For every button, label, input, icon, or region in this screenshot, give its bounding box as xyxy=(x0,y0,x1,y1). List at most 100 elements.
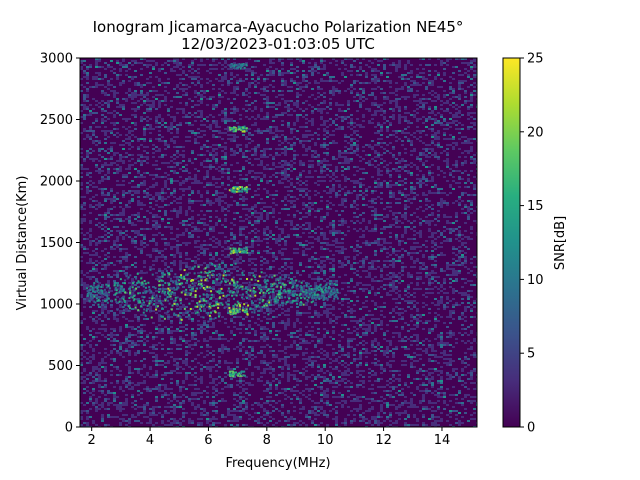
heatmap-cell xyxy=(134,308,137,310)
heatmap-cell xyxy=(188,284,191,286)
heatmap-cell xyxy=(281,174,284,176)
heatmap-cell xyxy=(239,386,242,388)
heatmap-cell xyxy=(161,338,164,340)
heatmap-cell xyxy=(134,256,137,258)
heatmap-cell xyxy=(200,424,203,426)
heatmap-cell xyxy=(101,362,104,364)
heatmap-cell xyxy=(284,324,287,326)
heatmap-cell xyxy=(158,406,161,408)
heatmap-cell xyxy=(290,224,293,226)
heatmap-cell xyxy=(257,82,260,84)
heatmap-cell xyxy=(260,180,263,182)
heatmap-cell xyxy=(287,324,290,326)
heatmap-cell xyxy=(158,70,161,72)
heatmap-cell xyxy=(212,276,215,278)
heatmap-cell xyxy=(251,78,254,80)
heatmap-cell xyxy=(134,246,137,248)
heatmap-cell xyxy=(107,98,110,100)
heatmap-cell xyxy=(272,126,275,128)
heatmap-cell xyxy=(221,132,224,134)
heatmap-cell xyxy=(86,170,89,172)
heatmap-cell xyxy=(254,194,257,196)
heatmap-cell xyxy=(275,104,278,106)
heatmap-cell xyxy=(134,362,137,364)
heatmap-cell xyxy=(287,142,290,144)
heatmap-cell xyxy=(191,106,194,108)
heatmap-cell xyxy=(80,342,83,344)
heatmap-cell xyxy=(278,272,281,274)
heatmap-cell xyxy=(260,276,263,278)
heatmap-cell xyxy=(167,330,170,332)
heatmap-cell xyxy=(122,212,125,214)
heatmap-cell xyxy=(212,226,215,228)
heatmap-cell xyxy=(161,220,164,222)
heatmap-cell xyxy=(194,278,197,280)
heatmap-cell xyxy=(122,140,125,142)
heatmap-cell xyxy=(284,72,287,74)
heatmap-cell xyxy=(305,240,308,242)
heatmap-cell xyxy=(203,252,206,254)
heatmap-cell xyxy=(245,404,248,406)
heatmap-cell xyxy=(239,262,242,264)
heatmap-cell xyxy=(83,160,86,162)
heatmap-cell xyxy=(107,280,110,282)
heatmap-cell xyxy=(245,398,248,400)
heatmap-cell xyxy=(119,344,122,346)
heatmap-cell xyxy=(185,180,188,182)
heatmap-cell xyxy=(146,318,149,320)
heatmap-cell xyxy=(122,66,125,68)
heatmap-cell xyxy=(296,130,299,132)
heatmap-cell xyxy=(206,414,209,416)
heatmap-cell xyxy=(203,134,206,136)
heatmap-cell xyxy=(212,230,215,232)
heatmap-cell xyxy=(302,342,305,344)
heatmap-cell xyxy=(146,336,149,338)
heatmap-cell xyxy=(263,118,266,120)
heatmap-cell xyxy=(215,190,218,192)
heatmap-cell xyxy=(113,334,116,336)
heatmap-cell xyxy=(266,212,269,214)
heatmap-cell xyxy=(281,72,284,74)
heatmap-cell xyxy=(254,66,257,68)
heatmap-cell xyxy=(239,102,242,104)
heatmap-cell xyxy=(245,138,248,140)
heatmap-cell xyxy=(182,180,185,182)
heatmap-cell xyxy=(191,236,194,238)
heatmap-cell xyxy=(116,366,119,368)
heatmap-cell xyxy=(116,154,119,156)
heatmap-cell xyxy=(221,378,224,380)
heatmap-cell xyxy=(131,150,134,152)
heatmap-cell xyxy=(287,208,290,210)
heatmap-cell xyxy=(245,246,248,248)
heatmap-cell xyxy=(161,416,164,418)
heatmap-cell xyxy=(287,58,290,60)
heatmap-cell xyxy=(284,242,287,244)
heatmap-cell xyxy=(227,98,230,100)
heatmap-cell xyxy=(131,140,134,142)
heatmap-cell xyxy=(158,310,161,312)
heatmap-cell xyxy=(257,222,260,224)
heatmap-cell xyxy=(92,350,95,352)
heatmap-cell xyxy=(215,154,218,156)
heatmap-cell xyxy=(113,274,116,276)
heatmap-cell xyxy=(80,208,83,210)
heatmap-cell xyxy=(146,64,149,66)
heatmap-cell xyxy=(227,300,230,302)
heatmap-cell xyxy=(272,164,275,166)
heatmap-cell xyxy=(224,120,227,122)
heatmap-cell xyxy=(266,372,269,374)
heatmap-cell xyxy=(107,416,110,418)
heatmap-cell xyxy=(257,418,260,420)
heatmap-cell xyxy=(302,232,305,234)
heatmap-cell xyxy=(233,398,236,400)
heatmap-cell xyxy=(101,312,104,314)
heatmap-cell xyxy=(173,146,176,148)
heatmap-cell xyxy=(206,350,209,352)
heatmap-cell xyxy=(161,422,164,424)
heatmap-cell xyxy=(119,184,122,186)
heatmap-cell xyxy=(209,410,212,412)
heatmap-cell xyxy=(191,218,194,220)
heatmap-cell xyxy=(278,420,281,422)
heatmap-cell xyxy=(266,112,269,114)
heatmap-cell xyxy=(281,114,284,116)
